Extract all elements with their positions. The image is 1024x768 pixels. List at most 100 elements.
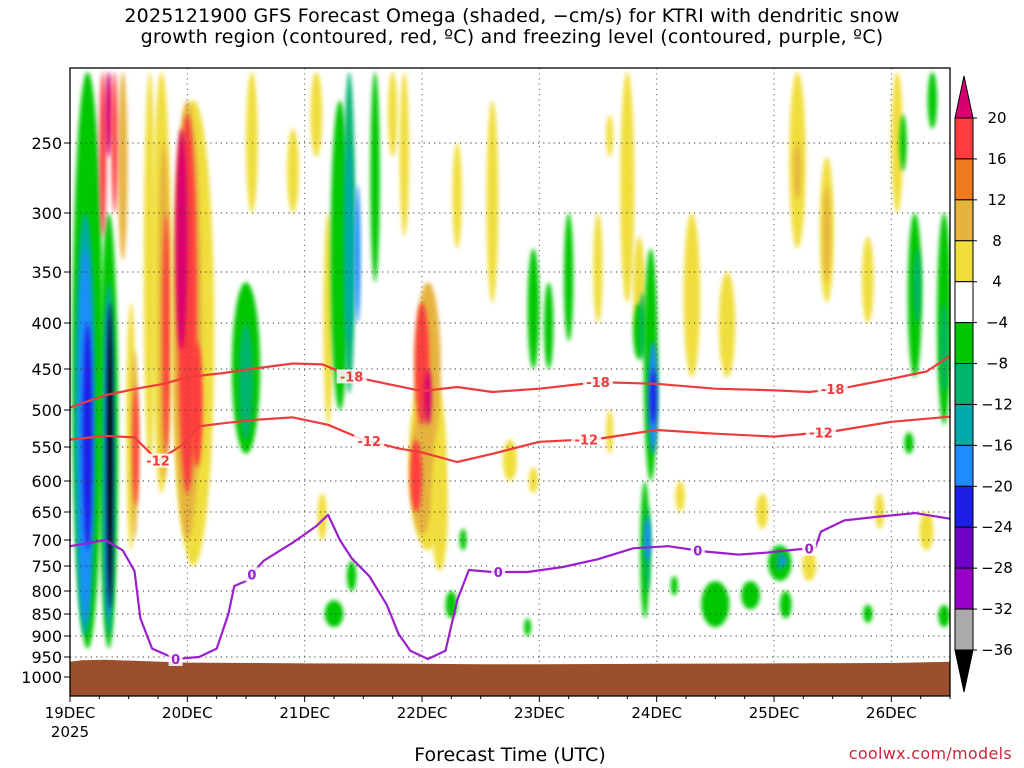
omega-patch xyxy=(323,213,333,425)
contour-line-0 xyxy=(70,512,950,661)
colorbar-label: −4 xyxy=(986,314,1008,332)
colorbar: 20 16 12 8 4 −4 −8 −12 −16 −20 −24 −28 −32 −36 xyxy=(954,75,1013,693)
omega-patch xyxy=(718,272,736,378)
y-tick-label: 950 xyxy=(31,648,62,667)
contour-lines: -18 -18 -18 -12 -12 -12 -12 0 0 0 0 0 xyxy=(70,355,950,668)
omega-patch xyxy=(606,410,614,454)
omega-patch xyxy=(940,302,948,394)
omega-patch xyxy=(99,72,107,237)
y-tick-label: 850 xyxy=(31,605,62,624)
colorbar-label: −24 xyxy=(981,518,1013,536)
contour-label: -18 xyxy=(586,376,610,391)
omega-patch xyxy=(563,213,574,342)
omega-patch xyxy=(106,302,113,610)
omega-patch xyxy=(354,185,361,323)
omega-patch xyxy=(410,439,422,512)
x-tick-label: 25DEC xyxy=(749,704,800,722)
contour-label: -12 xyxy=(575,433,599,448)
omega-patch xyxy=(317,493,327,540)
y-tick-label: 1000 xyxy=(21,668,62,687)
colorbar-label: 16 xyxy=(987,150,1006,168)
omega-patch xyxy=(913,248,921,323)
x-tick-label: 21DEC xyxy=(279,704,330,722)
terrain-fill xyxy=(70,659,950,696)
omega-patch xyxy=(927,72,938,129)
y-tick-label: 250 xyxy=(31,134,62,153)
colorbar-arrow-top xyxy=(954,75,974,119)
x-tick-label: 23DEC xyxy=(514,704,565,722)
x-tick-label: 24DEC xyxy=(631,704,682,722)
omega-patch xyxy=(863,604,873,623)
omega-patch xyxy=(424,369,432,425)
colorbar-swatch xyxy=(954,526,974,569)
contour-line--18 xyxy=(70,355,950,409)
omega-patch xyxy=(524,618,532,636)
contour-label: 0 xyxy=(494,566,503,581)
contour-label-bg xyxy=(817,382,848,397)
y-tick-label: 300 xyxy=(31,204,62,223)
omega-patch xyxy=(823,185,831,283)
omega-patch xyxy=(593,213,603,323)
omega-patch xyxy=(793,143,801,199)
colorbar-label: −20 xyxy=(981,477,1013,495)
colorbar-swatch xyxy=(954,281,974,324)
omega-patch xyxy=(105,72,113,157)
colorbar-label: 20 xyxy=(987,109,1006,127)
colorbar-label: −16 xyxy=(981,436,1013,454)
chart-title-line1: 2025121900 GFS Forecast Omega (shaded, −… xyxy=(124,5,900,27)
omega-patch xyxy=(246,72,258,213)
contour-label: 0 xyxy=(693,545,702,560)
omega-patch xyxy=(190,341,203,468)
colorbar-label: −8 xyxy=(986,355,1008,373)
x-axis-label: Forecast Time (UTC) xyxy=(414,744,606,766)
omega-patch xyxy=(346,560,357,592)
x-tick-label: 20DEC xyxy=(162,704,213,722)
omega-patch xyxy=(399,72,410,237)
omega-patch xyxy=(486,100,499,303)
contour-label-bg xyxy=(805,425,836,440)
omega-patch xyxy=(459,528,467,551)
colorbar-swatch xyxy=(954,403,974,446)
y-tick-label: 550 xyxy=(31,438,62,457)
omega-patch xyxy=(644,517,651,561)
contour-label: -18 xyxy=(340,370,364,385)
omega-patch xyxy=(324,600,344,628)
colorbar-label: 4 xyxy=(992,273,1002,291)
y-tick-label: 450 xyxy=(31,360,62,379)
omega-patch xyxy=(310,72,323,157)
colorbar-swatch xyxy=(954,199,974,242)
ground-terrain xyxy=(70,659,950,696)
omega-patch xyxy=(756,493,769,529)
contour-label-bg xyxy=(168,652,183,666)
contour-label-bg xyxy=(336,369,367,384)
omega-patch xyxy=(345,143,353,342)
omega-patch xyxy=(111,72,118,213)
omega-patch xyxy=(175,128,188,351)
y-tick-label: 600 xyxy=(31,472,62,491)
omega-patch xyxy=(683,213,701,378)
omega-patch xyxy=(162,213,170,454)
y-tick-label: 500 xyxy=(31,401,62,420)
omega-patch xyxy=(606,114,614,157)
colorbar-arrow-bottom xyxy=(954,649,974,693)
omega-patch xyxy=(387,72,398,157)
contour-label: 0 xyxy=(171,653,180,668)
contour-label-bg xyxy=(690,543,705,558)
colorbar-label: 8 xyxy=(992,232,1002,250)
omega-patch xyxy=(650,369,657,425)
omega-patch xyxy=(938,604,950,628)
plot-area: -18 -18 -18 -12 -12 -12 -12 0 0 0 0 0 xyxy=(69,67,951,697)
omega-patch xyxy=(502,439,518,481)
credit-link[interactable]: coolwx.com/models xyxy=(848,744,1012,763)
omega-patch xyxy=(527,248,540,369)
omega-patch xyxy=(780,555,787,566)
y-tick-label: 750 xyxy=(31,557,62,576)
x-tick-sublabel: 2025 xyxy=(51,723,89,741)
colorbar-swatch xyxy=(954,322,974,365)
y-axis: 250 300 350 400 450 500 550 600 650 700 750 800 850 9… xyxy=(21,134,70,687)
contour-label-bg xyxy=(491,565,506,579)
omega-patch xyxy=(287,128,299,213)
colorbar-swatch xyxy=(954,158,974,201)
